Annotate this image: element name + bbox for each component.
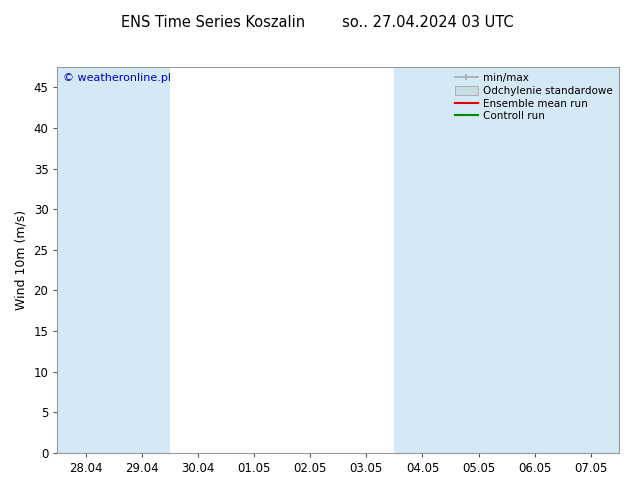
Bar	[563, 67, 619, 453]
Legend: min/max, Odchylenie standardowe, Ensemble mean run, Controll run: min/max, Odchylenie standardowe, Ensembl…	[451, 69, 617, 125]
Bar	[113, 67, 170, 453]
Bar	[58, 67, 113, 453]
Y-axis label: Wind 10m (m/s): Wind 10m (m/s)	[15, 210, 28, 310]
Text: © weatheronline.pl: © weatheronline.pl	[63, 73, 171, 83]
Text: ENS Time Series Koszalin        so.. 27.04.2024 03 UTC: ENS Time Series Koszalin so.. 27.04.2024…	[120, 15, 514, 30]
Bar	[507, 67, 563, 453]
Bar	[394, 67, 451, 453]
Bar	[451, 67, 507, 453]
